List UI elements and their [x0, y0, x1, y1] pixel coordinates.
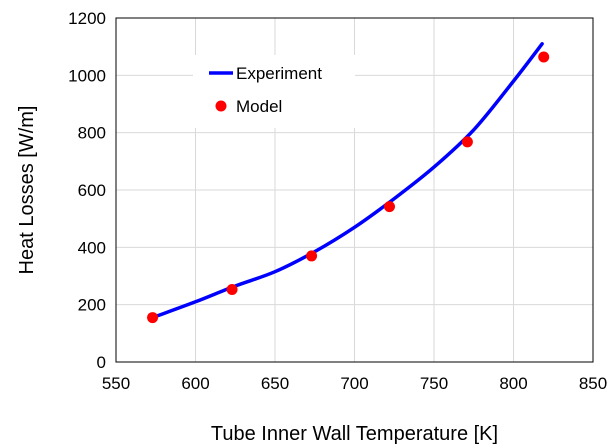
- x-tick-label: 800: [499, 374, 527, 393]
- legend: Experiment Model: [193, 55, 355, 128]
- y-tick-label: 200: [78, 296, 106, 315]
- plot-area-border: [115, 17, 594, 363]
- y-tick-label: 600: [78, 181, 106, 200]
- x-tick-label: 600: [181, 374, 209, 393]
- y-tick-label: 400: [78, 238, 106, 257]
- experiment-series-line: [150, 42, 544, 320]
- legend-model-swatch: [215, 100, 227, 112]
- model-data-point: [306, 250, 318, 262]
- legend-model-label: Model: [236, 97, 282, 116]
- x-tick-label: 850: [579, 374, 607, 393]
- y-tick-labels: 0 200 400 600 800 1000 1200: [68, 9, 106, 372]
- x-tick-label: 550: [102, 374, 130, 393]
- x-tick-label: 650: [261, 374, 289, 393]
- series-layer: [147, 42, 550, 324]
- model-data-point: [538, 51, 550, 63]
- model-data-point: [226, 283, 238, 295]
- x-tick-label: 700: [340, 374, 368, 393]
- legend-box: [193, 55, 355, 128]
- y-tick-label: 1200: [68, 9, 106, 28]
- model-data-point: [383, 201, 395, 213]
- y-tick-label: 1000: [68, 66, 106, 85]
- x-axis-title: Tube Inner Wall Temperature [K]: [211, 423, 498, 445]
- x-tick-label: 750: [420, 374, 448, 393]
- y-axis-title: Heat Losses [W/m]: [16, 106, 38, 275]
- x-tick-labels: 550 600 650 700 750 800 850: [102, 374, 607, 393]
- y-tick-label: 800: [78, 124, 106, 143]
- model-data-point: [147, 312, 159, 324]
- y-tick-label: 0: [97, 353, 106, 372]
- legend-experiment-label: Experiment: [236, 64, 322, 83]
- model-data-point: [461, 136, 473, 148]
